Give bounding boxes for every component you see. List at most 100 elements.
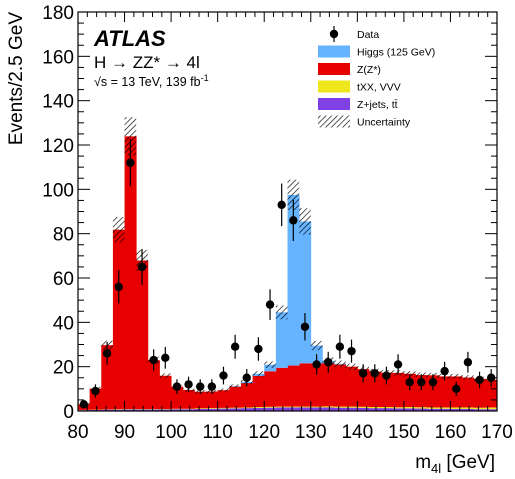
data-point xyxy=(91,387,99,395)
bar-txx-vvv xyxy=(241,407,253,408)
x-axis-title-unit: [GeV] xyxy=(441,452,495,473)
x-tick-label: 140 xyxy=(341,422,373,443)
x-axis-title-main: m xyxy=(415,452,431,473)
data-point xyxy=(312,360,320,368)
data-point xyxy=(347,347,355,355)
bar-txx-vvv xyxy=(416,407,428,408)
data-point xyxy=(475,376,483,384)
data-point xyxy=(394,360,402,368)
y-tick-label: 180 xyxy=(42,3,74,24)
bar-higgs-125-gev xyxy=(276,312,288,367)
data-point xyxy=(103,349,111,357)
bar-z-z xyxy=(264,371,276,406)
uncertainty-band xyxy=(229,384,241,388)
data-point xyxy=(126,159,134,167)
bar-txx-vvv xyxy=(288,407,300,408)
uncertainty-band xyxy=(334,360,346,367)
x-tick-label: 130 xyxy=(295,422,327,443)
x-axis-title-subscript: 4l xyxy=(431,461,441,474)
bar-z-z xyxy=(194,392,206,409)
bar-z-z xyxy=(462,378,474,408)
bar-txx-vvv xyxy=(206,408,218,409)
stacked-histogram xyxy=(78,136,497,411)
uncertainty-band xyxy=(113,217,125,242)
data-point xyxy=(324,358,332,366)
bar-txx-vvv xyxy=(427,407,439,408)
bar-z-z xyxy=(288,366,300,407)
data-point xyxy=(115,283,123,291)
x-tick-label: 100 xyxy=(155,422,187,443)
bar-txx-vvv xyxy=(357,407,369,408)
uncertainty-band xyxy=(450,374,462,379)
bar-txx-vvv xyxy=(334,407,346,408)
data-point xyxy=(184,380,192,388)
y-tick-label: 120 xyxy=(42,136,74,157)
uncertainty-band xyxy=(311,341,323,350)
bar-z-z xyxy=(206,391,218,408)
legend-swatch-higgs-125-gev xyxy=(318,46,350,58)
bar-z-z xyxy=(346,367,358,407)
bar-txx-vvv xyxy=(346,407,358,408)
bar-txx-vvv xyxy=(322,406,334,407)
y-axis-title: Events/2.5 GeV xyxy=(6,12,27,145)
uncertainty-band xyxy=(346,364,358,370)
data-point xyxy=(417,378,425,386)
data-point xyxy=(277,201,285,209)
bar-txx-vvv xyxy=(218,408,230,409)
uncertainty-band xyxy=(276,305,288,319)
uncertainty-band xyxy=(159,373,171,378)
legend-swatch-uncertainty xyxy=(318,116,350,128)
y-tick-label: 80 xyxy=(53,225,74,246)
bar-txx-vvv xyxy=(253,407,265,408)
bar-z-z xyxy=(159,376,171,409)
data-point xyxy=(231,343,239,351)
y-tick-label: 60 xyxy=(53,269,74,290)
bar-txx-vvv xyxy=(392,407,404,408)
bar-txx-vvv xyxy=(485,407,497,409)
bar-txx-vvv xyxy=(311,407,323,408)
x-tick-label: 150 xyxy=(388,422,420,443)
data-point xyxy=(382,371,390,379)
x-tick-label: 160 xyxy=(435,422,467,443)
bar-z-z xyxy=(241,383,253,407)
legend-marker-data xyxy=(330,30,338,38)
data-point xyxy=(173,382,181,390)
x-tick-label: 120 xyxy=(248,422,280,443)
uncertainty-band xyxy=(253,371,265,376)
uncertainty-band xyxy=(462,375,474,380)
legend-swatch-z-z xyxy=(318,63,350,75)
data-point xyxy=(371,369,379,377)
bar-z-z xyxy=(229,387,241,408)
data-point xyxy=(464,358,472,366)
legend-label-uncertainty: Uncertainty xyxy=(357,117,411,129)
energy-label-main: √s = 13 TeV, 139 fb xyxy=(94,75,201,89)
data-point xyxy=(254,345,262,353)
bar-higgs-125-gev xyxy=(299,221,311,363)
uncertainty-band xyxy=(299,208,311,235)
x-tick-label: 80 xyxy=(67,422,88,443)
bar-z-z xyxy=(218,390,230,408)
uncertainty-band xyxy=(264,361,276,367)
data-point xyxy=(80,400,88,408)
bar-txx-vvv xyxy=(299,407,311,408)
data-point xyxy=(289,216,297,224)
data-point xyxy=(440,367,448,375)
legend-label-data: Data xyxy=(357,29,379,41)
x-tick-label: 90 xyxy=(114,422,135,443)
data-point xyxy=(429,378,437,386)
data-point xyxy=(243,374,251,382)
y-tick-label: 100 xyxy=(42,180,74,201)
energy-label: √s = 13 TeV, 139 fb-1 xyxy=(94,73,209,89)
data-point xyxy=(161,354,169,362)
bar-z-z xyxy=(276,368,288,407)
bar-z-z xyxy=(299,363,311,406)
y-tick-label: 20 xyxy=(53,358,74,379)
data-point xyxy=(266,300,274,308)
legend-label-z-jets-tt: Z+jets, tt̄ xyxy=(357,99,398,111)
legend-swatch-z-jets-tt xyxy=(318,98,350,110)
bar-txx-vvv xyxy=(462,407,474,409)
y-tick-label: 140 xyxy=(42,92,74,113)
